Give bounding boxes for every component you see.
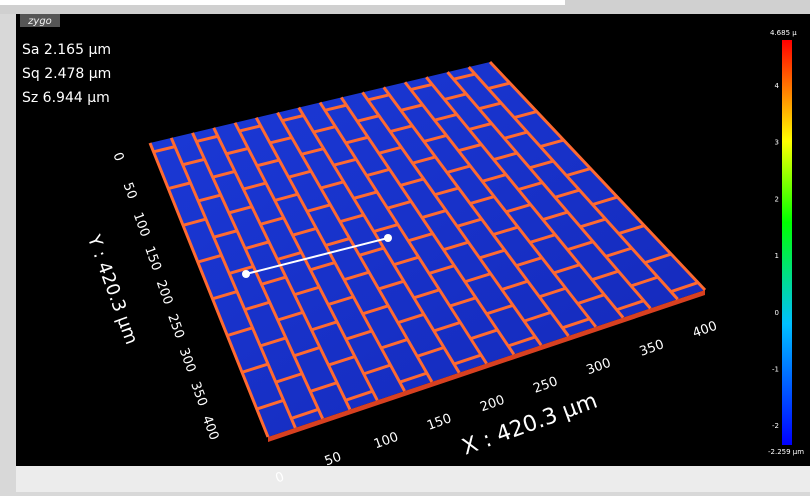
status-bar — [16, 466, 810, 492]
colorbar-tick-label: 2 — [775, 195, 779, 203]
page: zygo Sa 2.165 µm Sq 2.478 µm Sz 6.944 µm… — [0, 0, 810, 492]
stat: Sq 2.478 µm — [22, 66, 111, 82]
colorbar-tick-label: 1 — [775, 252, 779, 260]
colorbar — [782, 40, 792, 445]
colorbar-tick-label: 0 — [775, 309, 779, 317]
colorbar-tick-label: 4 — [775, 82, 780, 90]
colorbar-tick-label: 3 — [775, 139, 779, 147]
logo: zygo — [27, 16, 52, 27]
colorbar-tick-label: -2 — [772, 422, 779, 430]
measure-point — [384, 234, 392, 242]
top-panel — [0, 0, 565, 5]
colorbar-tick-label: -1 — [772, 366, 779, 374]
colorbar-min: -2.259 µm — [768, 448, 804, 456]
colorbar-max: 4.685 µ — [770, 29, 797, 37]
screenshot: zygo Sa 2.165 µm Sq 2.478 µm Sz 6.944 µm… — [0, 0, 810, 492]
stat: Sz 6.944 µm — [22, 90, 110, 106]
measure-point — [242, 270, 250, 278]
stat: Sa 2.165 µm — [22, 42, 111, 58]
